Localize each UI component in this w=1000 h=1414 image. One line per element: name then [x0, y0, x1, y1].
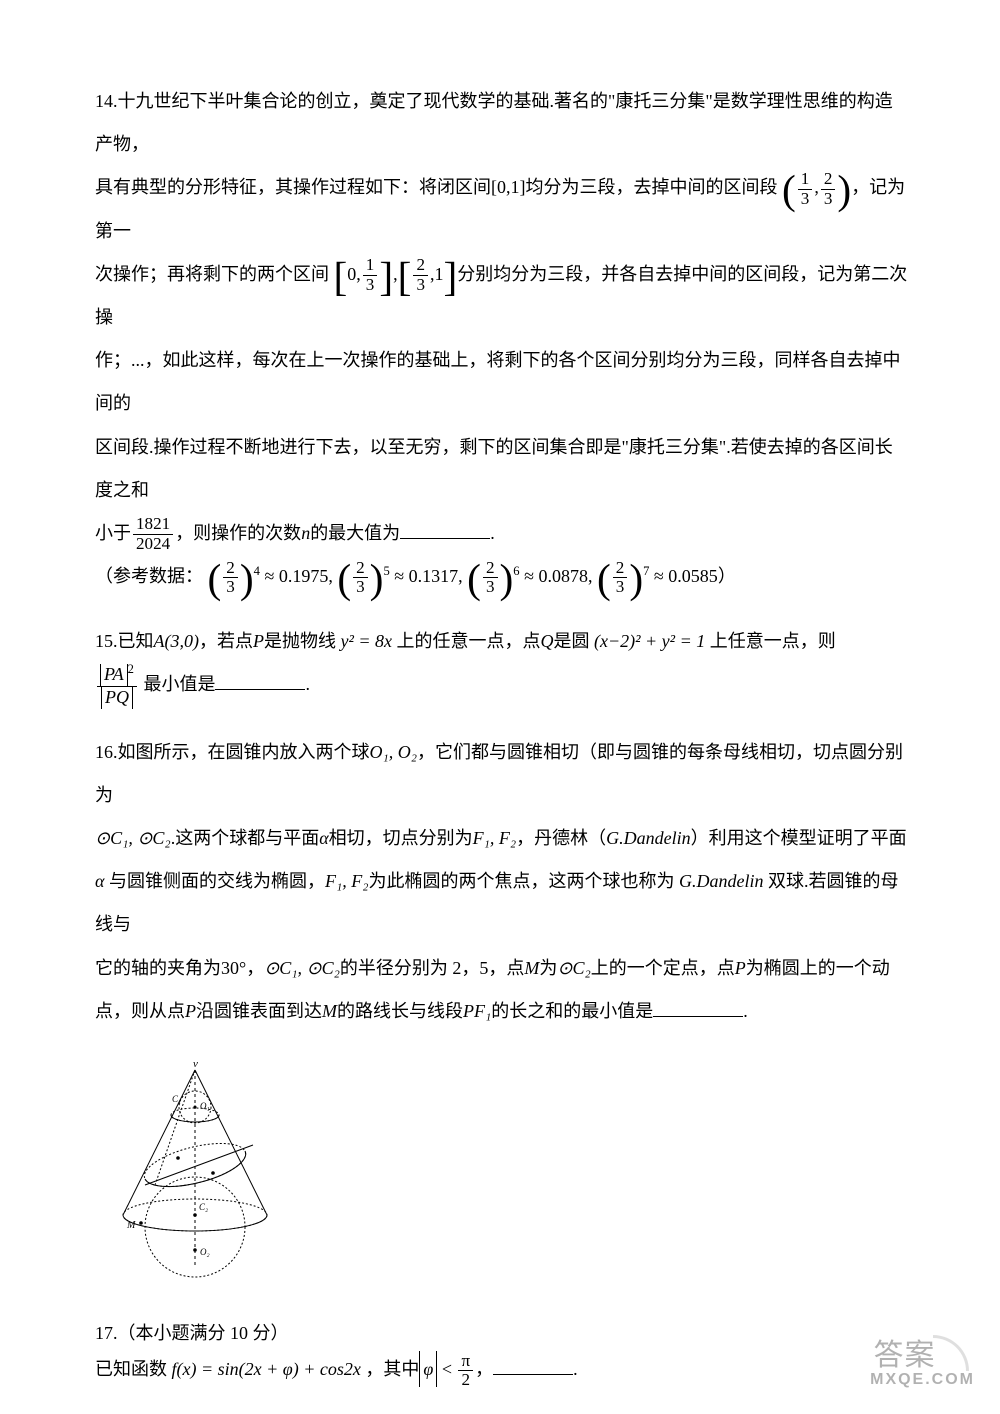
circles-C: ⊙C₁, ⊙C₂	[264, 958, 340, 978]
text: 已知	[118, 631, 154, 651]
open-interval: (13,23)	[782, 177, 851, 197]
problem-number: 16.	[95, 742, 118, 762]
text: 为	[539, 958, 557, 978]
text: 与圆锥侧面的交线为椭圆，	[109, 871, 325, 891]
text: 小于	[95, 523, 131, 543]
angle-30: 30°	[221, 958, 246, 978]
circle-C2: ⊙C₂	[557, 958, 590, 978]
fraction-PA2-PQ: PA2 PQ	[97, 664, 137, 709]
problem-number: 15.	[95, 631, 118, 651]
text: 为椭圆上的一个动	[746, 958, 890, 978]
closed-interval-1: [0,13]	[334, 264, 394, 284]
answer-blank[interactable]	[493, 1357, 573, 1375]
text: 上的一个定点，点	[591, 958, 735, 978]
problem-number: 17.	[95, 1323, 118, 1343]
text: ）利用这个模型证明了平面	[691, 828, 907, 848]
point-A: A(3,0)	[154, 631, 199, 651]
text: 的最大值为	[310, 523, 400, 543]
point-Q: Q	[541, 631, 554, 651]
text: 上的任意一点，点	[397, 631, 541, 651]
text: ，丹德林（	[516, 828, 606, 848]
text: 相切，切点分别为	[329, 828, 473, 848]
point-M: M	[524, 958, 539, 978]
period: .	[573, 1359, 578, 1379]
svg-text:C₁: C₁	[172, 1094, 181, 1104]
text: 作；...，如此这样，每次在上一次操作的基础上，将剩下的各个区间分别均分为三段，…	[95, 350, 901, 413]
svg-text:C₂: C₂	[199, 1202, 208, 1212]
point-M: M	[322, 1001, 337, 1021]
math-interval: [0,1]	[491, 177, 526, 197]
plane-alpha: α	[319, 828, 328, 848]
dandelin-name: G.Dandelin	[606, 828, 691, 848]
dandelin-cone-figure: v O₁ C₁ C₂ M O₂	[105, 1055, 910, 1285]
text: 点，则从点	[95, 1001, 185, 1021]
spheres: O₁, O₂	[370, 742, 418, 762]
point-P: P	[735, 958, 746, 978]
point-P: P	[185, 1001, 196, 1021]
text: .这两个球都与平面	[171, 828, 320, 848]
text: 区间段.操作过程不断地进行下去，以至无穷，剩下的区间集合即是"康托三分集".若使…	[95, 437, 893, 500]
subtitle: （本小题满分 10 分）	[118, 1323, 289, 1343]
reference-data: （参考数据： (23)4 ≈ 0.1975, (23)5 ≈ 0.1317, (…	[95, 566, 736, 586]
problem-17: 17.（本小题满分 10 分） 已知函数 f(x) = sin(2x + φ) …	[95, 1315, 910, 1390]
foci-F: F₁, F₂	[325, 871, 369, 891]
segment-PF1: PF₁	[463, 1001, 491, 1021]
foci-F: F₁, F₂	[473, 828, 517, 848]
problem-16: 16.如图所示，在圆锥内放入两个球O₁, O₂，它们都与圆锥相切（即与圆锥的每条…	[95, 731, 910, 1033]
text: 的半径分别为 2，5，点	[340, 958, 525, 978]
text: 上任意一点，则	[710, 631, 836, 651]
circle-eq: (x−2)² + y² = 1	[590, 631, 710, 651]
text: ，则操作的次数	[175, 523, 301, 543]
text: 次操作；再将剩下的两个区间	[95, 264, 329, 284]
watermark: 答案 MXQE.COM	[870, 1329, 975, 1389]
problem-15: 15.已知A(3,0)，若点P是抛物线 y² = 8x 上的任意一点，点Q是圆 …	[95, 620, 910, 708]
text: 均分为三段，去掉中间的区间段	[526, 177, 778, 197]
text: 已知函数	[95, 1359, 167, 1379]
answer-blank[interactable]	[653, 999, 743, 1017]
svg-text:O₂: O₂	[200, 1247, 210, 1257]
circles-C: ⊙C₁, ⊙C₂	[95, 828, 171, 848]
text: 沿圆锥表面到达	[196, 1001, 322, 1021]
problem-14: 14.十九世纪下半叶集合论的创立，奠定了现代数学的基础.著名的"康托三分集"是数…	[95, 80, 910, 598]
text: 它的轴的夹角为	[95, 958, 221, 978]
svg-text:O₁: O₁	[200, 1101, 210, 1111]
parabola-eq: y² = 8x	[336, 631, 397, 651]
text: ，其中	[365, 1359, 419, 1379]
text: 是抛物线	[264, 631, 336, 651]
period: .	[743, 1001, 748, 1021]
text: 如图所示，在圆锥内放入两个球	[118, 742, 370, 762]
text: ，	[246, 958, 264, 978]
text: ，若点	[199, 631, 253, 651]
text: 十九世纪下半叶集合论的创立，奠定了现代数学的基础.著名的"康托三分集"是数学理性…	[95, 91, 893, 154]
closed-interval-2: [23,1]	[398, 264, 458, 284]
svg-text:v: v	[193, 1058, 198, 1070]
text: 最小值是	[143, 674, 215, 694]
text: 的路线长与线段	[337, 1001, 463, 1021]
text: 为此椭圆的两个焦点，这两个球也称为	[368, 871, 674, 891]
fraction-1821-2024: 18212024	[133, 515, 173, 554]
period: .	[490, 523, 495, 543]
text: 是圆	[554, 631, 590, 651]
phi-constraint: φ < π2	[419, 1359, 475, 1379]
plane-alpha: α	[95, 871, 104, 891]
text: 的长之和的最小值是	[491, 1001, 653, 1021]
answer-blank[interactable]	[215, 672, 305, 690]
text: 具有典型的分形特征，其操作过程如下：将闭区间	[95, 177, 491, 197]
var-n: n	[301, 523, 310, 543]
svg-text:M: M	[126, 1220, 136, 1231]
period: .	[305, 674, 310, 694]
point-P: P	[253, 631, 264, 651]
dandelin-name: G.Dandelin	[679, 871, 764, 891]
answer-blank[interactable]	[400, 521, 490, 539]
function-fx: f(x) = sin(2x + φ) + cos2x	[167, 1359, 365, 1379]
text: ，	[475, 1359, 493, 1379]
problem-number: 14.	[95, 91, 118, 111]
